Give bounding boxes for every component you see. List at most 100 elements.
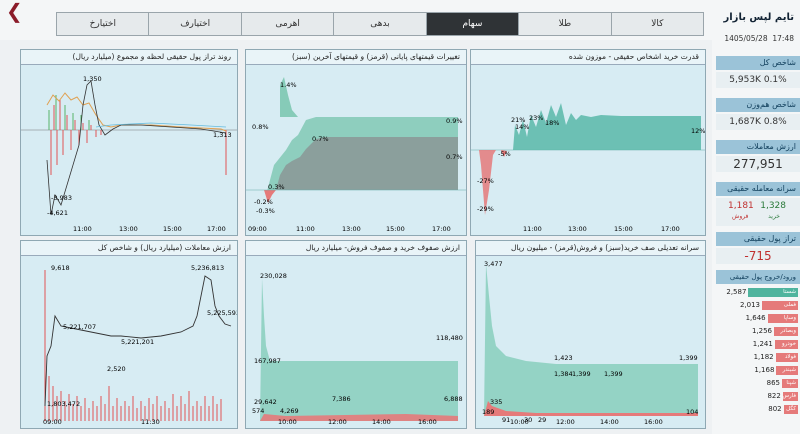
flow-value: 802 — [768, 405, 782, 413]
label-3477: 3,477 — [484, 260, 503, 268]
tab-commodity[interactable]: کالا — [610, 12, 704, 36]
label-29642: 29,642 — [254, 398, 277, 406]
flow-symbol: شبندر — [782, 367, 796, 373]
panel-title: قدرت خرید اشخاص حقیقی - موزون شده — [471, 50, 705, 65]
buy-value: 1,328 — [760, 201, 786, 211]
total-index-value: 5,953K 0.1% — [716, 72, 800, 88]
label-6888: 6,888 — [444, 395, 463, 403]
label-29: 29 — [538, 416, 546, 424]
trade-value: 277,951 — [716, 156, 800, 172]
label-0.7b: 0.7% — [446, 153, 463, 161]
flow-row[interactable]: وبصادر 1,256 — [716, 326, 800, 337]
tab-put-options[interactable]: اختیارف — [148, 12, 242, 36]
flow-value: 1,241 — [752, 340, 773, 348]
label-118480: 118,480 — [436, 334, 463, 342]
eq-index-value: 1,687K 0.8% — [716, 114, 800, 130]
panel-title: ارزش معاملات (میلیارد ریال) و شاخص کل — [21, 241, 237, 256]
flow-bar — [783, 405, 798, 414]
flow-symbol: وبصادر — [780, 328, 796, 334]
label-1399a: 1,399 — [572, 370, 591, 378]
flow-bar — [748, 288, 798, 297]
x-axis: 10:00 12:00 14:00 16:00 — [510, 418, 663, 426]
x-tick: 15:00 — [614, 225, 633, 233]
flow-symbol: فملی — [783, 302, 796, 308]
label-1399c: 1,399 — [679, 354, 698, 362]
buying-power-chart: 21% 23% 18% 14% 12% -5% -27% -29% 11:00 … — [471, 103, 705, 233]
label-1803472: 1,803,472 — [47, 400, 80, 408]
label-1313: 1,313 — [213, 131, 232, 139]
label-189: 189 — [482, 408, 494, 416]
flow-row[interactable]: فارس 822 — [716, 391, 800, 402]
flow-bar — [775, 353, 798, 362]
label-104: 104 — [686, 408, 698, 416]
eq-index-label: شاخص هم‌وزن — [716, 98, 800, 112]
label-167987: 167,987 — [254, 357, 281, 365]
label-21: 21% — [511, 116, 525, 124]
label-18: 18% — [545, 119, 559, 127]
per-capita-label: سرانه معامله حقیقی — [716, 182, 800, 196]
label-5221707: 5,221,707 — [63, 323, 96, 331]
label-neg27: -27% — [477, 177, 494, 185]
label-1399b: 1,399 — [604, 370, 623, 378]
label-4269: 4,269 — [280, 407, 299, 415]
flow-row[interactable]: وساپا 1,646 — [716, 313, 800, 324]
x-tick: 10:00 — [510, 418, 529, 426]
panel-title: ارزش صفوف خرید و صفوف فروش- میلیارد ریال — [246, 241, 466, 256]
label-5221201: 5,221,201 — [121, 338, 154, 346]
panel-title: سرانه تعدیلی صف خرید(سبز) و فروش(قرمز) -… — [476, 241, 705, 256]
market-tabs: کالا طلا سهام بدهی اهرمی اختیارف اختیارخ — [56, 12, 704, 36]
label-neg0.2: -0.2% — [254, 198, 273, 206]
label-230028: 230,028 — [260, 272, 287, 280]
x-tick: 13:00 — [119, 225, 138, 233]
flow-row[interactable]: شستا 2,587 — [716, 287, 800, 298]
date-time: 1405/05/28 17:48 — [724, 34, 794, 43]
x-tick: 12:00 — [556, 418, 575, 426]
sell-value: 1,181 — [728, 201, 754, 211]
x-axis: 10:00 12:00 14:00 16:00 — [278, 418, 437, 426]
flow-value: 1,182 — [753, 353, 774, 361]
flow-symbol: فولاد — [784, 354, 796, 360]
top-bar: ❮ کالا طلا سهام بدهی اهرمی اختیارف اختیا… — [0, 0, 712, 40]
flow-value: 2,587 — [726, 288, 747, 296]
flow-row[interactable]: فولاد 1,182 — [716, 352, 800, 363]
tab-stocks[interactable]: سهام — [425, 12, 520, 36]
x-tick: 13:00 — [342, 225, 361, 233]
tab-leverage[interactable]: اهرمی — [240, 12, 335, 36]
total-index-label: شاخص کل — [716, 56, 800, 70]
tab-gold[interactable]: طلا — [518, 12, 612, 36]
flow-row[interactable]: خودرو 1,241 — [716, 339, 800, 350]
flow-value: 822 — [767, 392, 781, 400]
flow-value: 1,168 — [754, 366, 775, 374]
flow-row[interactable]: فملی 2,013 — [716, 300, 800, 311]
tab-call-options[interactable]: اختیارخ — [56, 12, 150, 36]
flow-row[interactable]: شبندر 1,168 — [716, 365, 800, 376]
chevron-left-icon[interactable]: ❮ — [6, 0, 23, 23]
x-tick: 11:00 — [73, 225, 92, 233]
label-5236813: 5,236,813 — [191, 264, 224, 272]
sell-label: فروش — [732, 213, 749, 220]
label-0.3: 0.3% — [268, 183, 285, 191]
panel-title: تغییرات قیمتهای پایانی (قرمز) و قیمتهای … — [246, 50, 466, 65]
flow-bar — [782, 392, 798, 401]
x-tick: 11:00 — [296, 225, 315, 233]
flow-bar — [774, 340, 798, 349]
label-14: 14% — [515, 123, 529, 131]
flow-bar — [782, 379, 798, 388]
label-0.8: 0.8% — [252, 123, 269, 131]
flow-row[interactable]: شپنا 865 — [716, 378, 800, 389]
label-neg4621: -4,621 — [47, 209, 68, 217]
flow-symbol: خودرو — [781, 341, 796, 347]
per-capita-box: 1,328 خرید 1,181 فروش — [716, 198, 800, 226]
tab-debt[interactable]: بدهی — [333, 12, 427, 36]
x-tick: 14:00 — [600, 418, 619, 426]
flow-value: 865 — [766, 379, 780, 387]
flow-symbol: شپنا — [786, 380, 796, 386]
label-2520: 2,520 — [107, 365, 126, 373]
flow-row[interactable]: کگل 802 — [716, 404, 800, 415]
queue-value-chart: 230,028 167,987 118,480 29,642 574 4,269… — [252, 272, 463, 421]
label-1423: 1,423 — [554, 354, 573, 362]
flow-value: 1,256 — [751, 327, 772, 335]
label-5225593: 5,225,593 — [207, 309, 237, 317]
x-tick: 09:00 — [248, 225, 267, 233]
x-tick: 11:00 — [523, 225, 542, 233]
